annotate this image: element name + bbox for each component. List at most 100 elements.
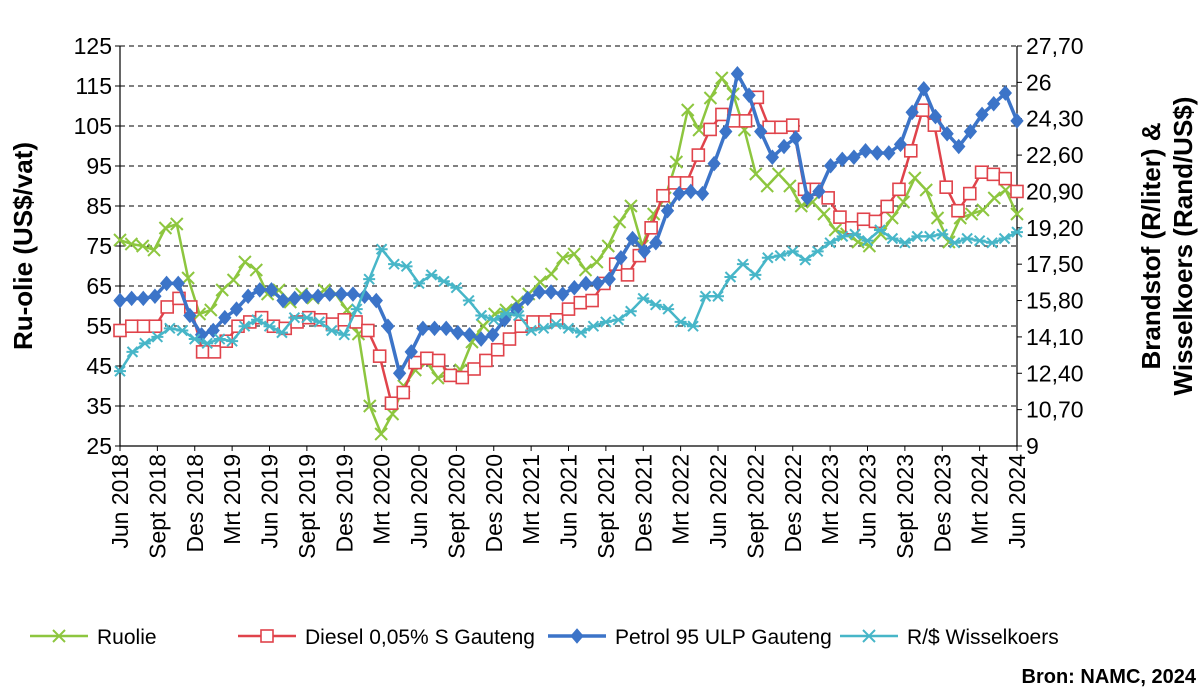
data-point xyxy=(699,290,712,302)
legend-marker xyxy=(52,629,66,643)
data-point xyxy=(836,230,849,243)
data-point xyxy=(381,318,395,334)
data-point xyxy=(614,249,628,266)
data-point xyxy=(742,87,756,103)
data-point xyxy=(215,283,229,297)
data-point xyxy=(431,371,445,385)
data-point xyxy=(849,228,862,240)
data-point xyxy=(649,235,663,251)
data-point xyxy=(372,349,387,363)
x-tick-label: Jun 2024 xyxy=(1004,454,1030,549)
data-point xyxy=(695,185,710,202)
data-point xyxy=(556,286,570,302)
data-point xyxy=(656,188,670,203)
data-point xyxy=(783,179,797,193)
x-tick-label: Sept 2020 xyxy=(443,454,469,559)
data-point xyxy=(467,362,481,376)
data-point xyxy=(893,136,908,153)
data-point xyxy=(625,230,640,247)
data-point xyxy=(160,300,175,314)
data-point xyxy=(599,316,612,328)
data-point xyxy=(765,149,780,165)
data-point xyxy=(443,368,458,383)
left-y-tick-label: 95 xyxy=(86,153,112,179)
right-y-tick-label: 24,30 xyxy=(1026,106,1084,132)
data-point xyxy=(898,237,911,249)
data-point xyxy=(188,333,201,345)
data-point xyxy=(973,234,986,247)
data-point xyxy=(964,207,979,221)
data-point xyxy=(1010,207,1024,221)
data-point xyxy=(213,333,226,345)
data-point xyxy=(238,255,252,269)
data-point xyxy=(1010,184,1024,199)
data-point xyxy=(760,179,774,193)
data-point xyxy=(585,293,599,308)
x-tick-label: Mrt 2019 xyxy=(219,454,245,545)
data-point xyxy=(951,203,965,218)
data-point xyxy=(374,427,388,441)
data-point xyxy=(915,103,930,117)
data-point xyxy=(427,320,442,337)
data-point xyxy=(450,282,463,294)
data-point xyxy=(486,327,500,343)
data-point xyxy=(590,255,604,269)
data-point xyxy=(502,332,517,346)
data-point xyxy=(903,144,918,158)
data-point xyxy=(462,294,475,307)
data-point xyxy=(392,365,407,382)
data-point xyxy=(703,122,717,137)
data-point xyxy=(567,279,581,296)
data-point xyxy=(238,320,251,332)
series-line-r-wisselkoers xyxy=(118,228,1018,372)
data-point xyxy=(487,314,500,326)
data-point xyxy=(715,71,729,85)
data-point xyxy=(833,210,847,224)
data-point xyxy=(218,309,232,326)
data-point xyxy=(573,295,588,310)
data-point xyxy=(719,123,733,140)
right-y-tick-label: 12,40 xyxy=(1026,360,1084,386)
data-point xyxy=(400,260,413,273)
data-point xyxy=(637,292,650,305)
data-point xyxy=(158,221,173,235)
data-point xyxy=(736,258,749,270)
data-point xyxy=(114,365,126,377)
data-point xyxy=(672,185,686,202)
data-point xyxy=(774,120,788,135)
x-tick-label: Mrt 2022 xyxy=(668,454,694,545)
data-point xyxy=(975,106,989,123)
data-point xyxy=(644,221,658,235)
data-point xyxy=(800,190,814,206)
data-point xyxy=(986,167,1001,182)
data-point xyxy=(799,254,812,266)
legend-item: Ruolie xyxy=(30,626,157,649)
data-point xyxy=(574,326,587,339)
data-point xyxy=(908,171,922,185)
data-point xyxy=(490,342,505,357)
data-point xyxy=(868,214,883,229)
data-point xyxy=(882,145,896,161)
data-point xyxy=(136,290,150,307)
left-y-tick-label: 85 xyxy=(86,193,112,219)
series-ruolie xyxy=(113,71,1024,441)
left-y-tick-label: 115 xyxy=(75,73,112,99)
data-point xyxy=(532,284,547,300)
data-point xyxy=(952,138,966,155)
data-point xyxy=(425,269,438,281)
data-point xyxy=(311,288,325,305)
data-point xyxy=(275,326,288,339)
data-point xyxy=(567,247,581,261)
data-point xyxy=(886,232,899,245)
data-point xyxy=(350,303,363,315)
data-point xyxy=(712,290,724,302)
data-point xyxy=(276,292,290,309)
legend: Ruolie Diesel 0,05% S Gauteng Petrol 95 UL… xyxy=(30,626,1059,649)
data-point xyxy=(124,237,139,251)
data-point xyxy=(1011,226,1023,238)
x-tick-label: Sept 2023 xyxy=(892,454,918,559)
data-point xyxy=(892,182,906,197)
data-point xyxy=(226,273,241,287)
data-point xyxy=(578,263,593,277)
data-point xyxy=(251,314,264,326)
